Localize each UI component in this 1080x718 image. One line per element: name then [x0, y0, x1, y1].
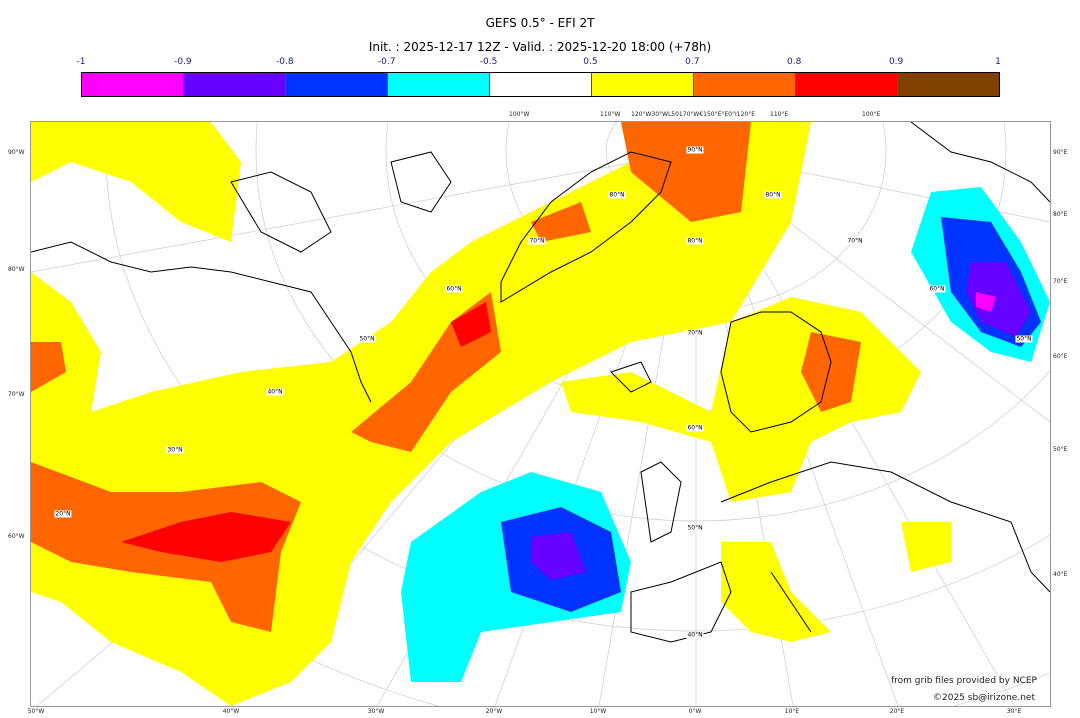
colorbar-segment — [796, 73, 898, 96]
magenta-russia — [976, 292, 996, 312]
graticule-label: 40°N — [686, 631, 704, 639]
graticule-label: 60°N — [686, 424, 704, 432]
axis-label-bottom: 10°W — [589, 708, 607, 715]
colorbar-segment — [694, 73, 796, 96]
colorbar-tick-label: 0.5 — [583, 57, 598, 67]
map-svg — [31, 122, 1050, 706]
orange-left-edge — [31, 342, 66, 392]
axis-label-left: 80°W — [8, 266, 25, 273]
graticule-label: 70°N — [846, 237, 864, 245]
warm-anomaly-mediterranean — [721, 522, 951, 642]
graticule-label: 60°N — [445, 285, 463, 293]
axis-label-right: 60°E — [1053, 353, 1068, 360]
graticule-label: 20°N — [54, 510, 72, 518]
graticule-label: 40°N — [266, 388, 284, 396]
axis-label-bottom: 30°E — [1006, 708, 1022, 715]
colorbar-segment — [184, 73, 286, 96]
axis-label-right: 90°E — [1053, 149, 1068, 156]
red-ne-atlantic — [451, 302, 491, 347]
orange-scandinavia — [801, 332, 861, 412]
graticule-label: 50°N — [358, 335, 376, 343]
axis-label-bottom: 50°W — [27, 708, 45, 715]
cold-anomaly-russia-purple — [966, 262, 1031, 337]
axis-label-right: 70°E — [1053, 278, 1068, 285]
axis-label-bottom: 40°W — [222, 708, 240, 715]
colorbar-tick-label: 0.7 — [685, 57, 700, 67]
graticule-label: 80°N — [764, 191, 782, 199]
colorbar-tick-label: -0.8 — [275, 57, 294, 67]
colorbar-tick-label: -0.7 — [377, 57, 396, 67]
colorbar-segment — [82, 73, 184, 96]
axis-label-bottom: 20°E — [889, 708, 905, 715]
axis-label-left: 70°W — [8, 391, 25, 398]
axis-label-left: 60°W — [8, 533, 25, 540]
colorbar-tick-label: 0.8 — [787, 57, 802, 67]
copyright-credit: ©2025 sb@irizone.net — [933, 693, 1035, 703]
map-title: GEFS 0.5° - EFI 2T — [485, 16, 595, 30]
coastlines — [31, 122, 1050, 643]
graticule-label: 30°N — [166, 446, 184, 454]
red-atlantic — [121, 512, 291, 562]
axis-label-right: 80°E — [1053, 211, 1068, 218]
graticule-label: 60°N — [928, 285, 946, 293]
axis-label-right: 40°E — [1053, 571, 1068, 578]
colorbar-segment — [592, 73, 694, 96]
colorbar-tick-label: -0.9 — [174, 57, 192, 67]
map-subtitle: Init. : 2025-12-17 12Z - Valid. : 2025-1… — [368, 40, 712, 54]
efi-shading — [31, 122, 1050, 706]
colorbar-tick-label: -0.5 — [479, 57, 498, 67]
axis-label-top: 120°W30°WL50170°W€150°E°E0°I120°E — [631, 111, 755, 118]
axis-label-top: 100°E — [862, 111, 881, 118]
axis-label-bottom: 10°E — [784, 708, 800, 715]
map-area — [30, 121, 1051, 707]
axis-label-top: 110°E — [770, 111, 789, 118]
colorbar-segment — [898, 73, 999, 96]
colorbar-segment — [490, 73, 592, 96]
axis-label-bottom: 30°W — [367, 708, 385, 715]
axis-label-right: 50°E — [1053, 446, 1068, 453]
warm-anomaly-west — [31, 122, 241, 242]
axis-label-top: 110°W — [600, 111, 621, 118]
graticule-label: 50°N — [686, 524, 704, 532]
colorbar-tick-label: 0.9 — [888, 57, 904, 67]
cold-anomaly-atlantic-purple — [531, 532, 586, 580]
graticule-label: 70°N — [686, 329, 704, 337]
colorbar-segment — [388, 73, 490, 96]
axis-label-left: 90°W — [8, 149, 25, 156]
colorbar-tick-label: -1 — [76, 57, 86, 67]
colorbar — [81, 72, 1000, 97]
graticule-label: 50°N — [1015, 335, 1033, 343]
graticule-label: 80°N — [686, 237, 704, 245]
colorbar-tick-label: 1 — [995, 57, 1001, 67]
axis-label-bottom: 20°W — [485, 708, 503, 715]
colorbar-segment — [286, 73, 388, 96]
graticule-label: 70°N — [528, 237, 546, 245]
axis-label-top: 100°W — [509, 111, 530, 118]
graticule-label: 80°N — [608, 191, 626, 199]
source-credit: from grib files provided by NCEP — [891, 676, 1037, 686]
graticule-label: 90°N — [686, 146, 704, 154]
axis-label-bottom: 0°W — [688, 708, 702, 715]
